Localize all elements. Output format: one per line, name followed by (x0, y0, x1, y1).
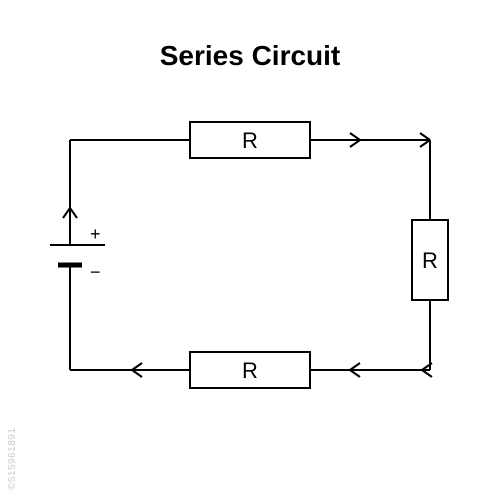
battery-plus-label: + (90, 224, 101, 244)
resistor-bottom-label: R (242, 358, 258, 383)
watermark-text: ©515961891 (7, 428, 18, 490)
circuit-diagram: R R R + − (50, 100, 450, 410)
resistor-top-label: R (242, 128, 258, 153)
resistor-right-label: R (422, 248, 438, 273)
diagram-title: Series Circuit (0, 40, 500, 72)
battery-minus-label: − (90, 262, 101, 282)
